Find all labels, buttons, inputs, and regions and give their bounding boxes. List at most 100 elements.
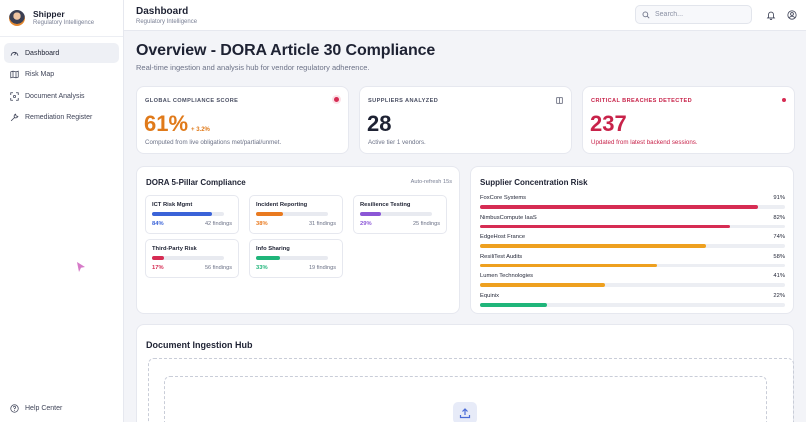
auto-refresh-label: Auto-refresh 15s <box>410 179 452 185</box>
supplier-row[interactable]: Equinix 22% <box>480 293 785 311</box>
pillar-progress-fill <box>256 256 280 260</box>
pillar-findings: 56 findings <box>204 265 232 271</box>
pillar-name: Third-Party Risk <box>152 246 197 252</box>
supplier-percent: 91% <box>773 195 785 201</box>
pillar-name: Resilience Testing <box>360 202 411 208</box>
sidebar-item-remediation-register[interactable]: Remediation Register <box>4 108 119 128</box>
bell-icon[interactable] <box>766 10 776 20</box>
supplier-row[interactable]: EdgeHost France 74% <box>480 234 785 252</box>
pillar-progress-track <box>256 212 328 216</box>
kpi-note: Computed from live obligations met/parti… <box>145 139 282 146</box>
pillar-progress-track <box>152 256 224 260</box>
avatar[interactable] <box>9 10 25 26</box>
supplier-risk-track <box>480 263 785 268</box>
brand-name: Shipper <box>33 9 65 19</box>
kpi-note: Active tier 1 vendors. <box>368 139 426 146</box>
supplier-row[interactable]: ResiliTest Audits 58% <box>480 254 785 272</box>
mouse-cursor-icon <box>77 262 85 272</box>
pillar-progress-fill <box>152 256 165 260</box>
sidebar-item-label: Remediation Register <box>25 114 93 121</box>
supplier-risk-track <box>480 224 785 229</box>
header-title: Dashboard <box>136 6 189 17</box>
pillars-title: DORA 5-Pillar Compliance <box>146 178 246 187</box>
search-box[interactable] <box>635 5 752 24</box>
kpi-label: GLOBAL COMPLIANCE SCORE <box>145 98 239 104</box>
kpi-value-breaches: 237 <box>590 111 627 136</box>
pillar-card[interactable]: Resilience Testing 29% 25 findings <box>353 195 447 234</box>
scan-icon <box>10 91 19 101</box>
supplier-risk-fill <box>480 303 548 307</box>
header-subtitle: Regulatory Intelligence <box>136 19 198 25</box>
help-center-link[interactable]: Help Center <box>4 399 120 419</box>
kpi-label: CRITICAL BREACHES DETECTED <box>591 98 693 104</box>
pillar-percent: 33% <box>256 265 268 271</box>
supplier-risk-fill <box>480 224 731 229</box>
kpi-card-compliance: GLOBAL COMPLIANCE SCORE 61% + 3.2% Comput… <box>136 86 349 154</box>
kpi-card-breaches: CRITICAL BREACHES DETECTED 237 Updated f… <box>582 86 795 154</box>
supplier-row[interactable]: FoxCore Systems 91% <box>480 195 785 213</box>
divider <box>0 36 123 37</box>
supplier-percent: 22% <box>773 293 785 299</box>
upload-icon <box>459 408 471 419</box>
top-header: Dashboard Regulatory Intelligence <box>124 0 806 31</box>
pillar-findings: 25 findings <box>412 221 440 227</box>
help-center-label: Help Center <box>25 405 63 412</box>
pillar-percent: 84% <box>152 221 164 227</box>
sidebar: Shipper Regulatory Intelligence Dashboar… <box>0 0 124 422</box>
supplier-percent: 41% <box>773 273 785 280</box>
pillar-card[interactable]: Third-Party Risk 17% 56 findings <box>145 239 239 278</box>
pillar-findings: 31 findings <box>308 221 336 227</box>
wrench-icon <box>10 113 19 122</box>
concentration-title: Supplier Concentration Risk <box>480 178 588 187</box>
pillar-findings: 19 findings <box>308 265 336 271</box>
supplier-row[interactable]: Lumen Technologies 41% <box>480 273 785 291</box>
supplier-risk-track <box>480 283 785 287</box>
pillar-progress-track <box>360 212 432 216</box>
book-icon <box>556 97 563 104</box>
supplier-risk-fill <box>480 283 606 287</box>
sidebar-item-risk-map[interactable]: Risk Map <box>4 65 119 85</box>
sidebar-item-dashboard[interactable]: Dashboard <box>4 43 119 63</box>
search-icon <box>642 11 650 19</box>
map-icon <box>10 70 19 79</box>
page-title: Overview - DORA Article 30 Compliance <box>136 42 436 59</box>
upload-button[interactable] <box>453 402 477 422</box>
status-dot <box>334 97 339 102</box>
supplier-risk-track <box>480 244 785 248</box>
help-icon <box>10 404 19 413</box>
pillar-progress-fill <box>256 212 284 216</box>
supplier-name: ResiliTest Audits <box>480 253 523 260</box>
gauge-icon <box>10 51 19 56</box>
pillar-percent: 29% <box>360 221 372 227</box>
supplier-percent: 58% <box>773 253 785 260</box>
pillar-progress-track <box>256 256 328 260</box>
supplier-percent: 82% <box>773 214 785 221</box>
supplier-row[interactable]: NimbusCompute IaaS 82% <box>480 215 785 233</box>
ingestion-title: Document Ingestion Hub <box>146 340 253 350</box>
kpi-delta: + 3.2% <box>191 127 210 133</box>
user-icon[interactable] <box>787 10 797 20</box>
kpi-value: 61% <box>144 111 189 136</box>
pillar-name: ICT Risk Mgmt <box>152 202 193 208</box>
pillar-card[interactable]: Info Sharing 33% 19 findings <box>249 239 343 278</box>
pillar-progress-track <box>152 212 224 216</box>
sidebar-item-document-analysis[interactable]: Document Analysis <box>4 86 119 106</box>
sidebar-item-label: Dashboard <box>25 49 60 57</box>
pillar-name: Info Sharing <box>256 246 290 252</box>
pillar-card[interactable]: ICT Risk Mgmt 84% 42 findings <box>145 195 239 234</box>
pillar-progress-fill <box>360 212 381 216</box>
kpi-card-suppliers: SUPPLIERS ANALYZED 28 Active tier 1 vend… <box>359 86 572 154</box>
kpi-value-compliance: 61% + 3.2% <box>144 111 210 137</box>
alert-dot <box>782 98 786 102</box>
kpi-note: Updated from latest backend sessions. <box>591 139 698 146</box>
search-input[interactable] <box>655 11 745 18</box>
pillar-progress-fill <box>152 212 213 216</box>
upload-dropzone[interactable] <box>148 358 794 422</box>
kpi-value-suppliers: 28 <box>367 111 392 136</box>
pillar-card[interactable]: Incident Reporting 38% 31 findings <box>249 195 343 234</box>
supplier-name: Equinix <box>480 293 500 299</box>
upload-dropzone-inner[interactable] <box>164 376 767 422</box>
pillar-percent: 17% <box>152 265 164 271</box>
supplier-risk-track <box>480 303 785 307</box>
supplier-name: Lumen Technologies <box>480 273 534 280</box>
